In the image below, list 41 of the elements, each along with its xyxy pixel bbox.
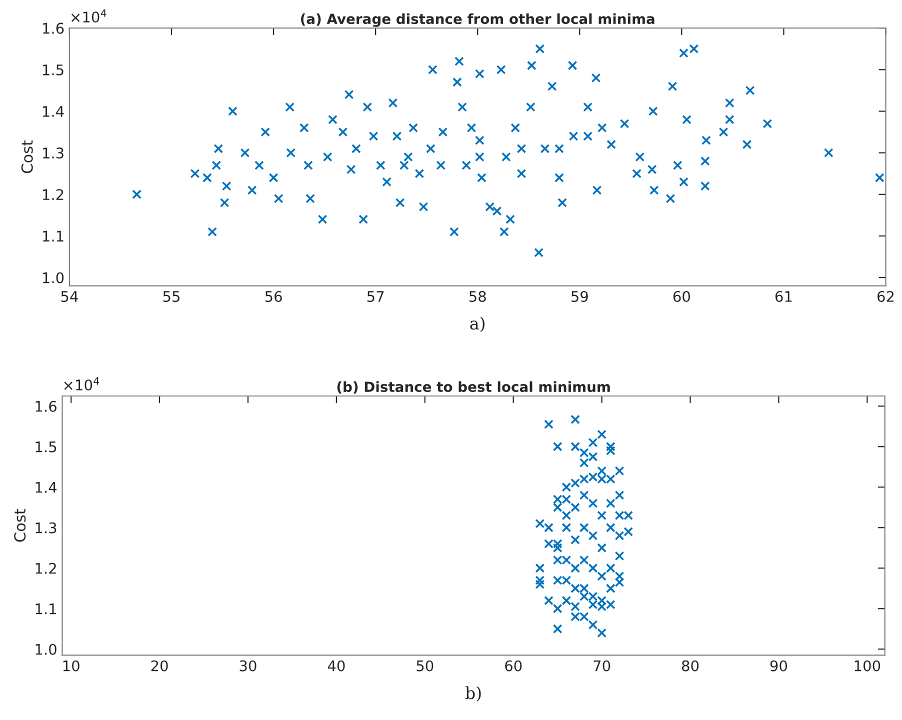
x-tick-label: 57 — [367, 291, 384, 302]
text: ×10$^{4}$ — [64, 377, 100, 390]
y-tick-label: 1.5 — [43, 64, 64, 76]
y-tick-label: 1.0 — [36, 644, 56, 655]
x-tick-label: 56 — [265, 290, 282, 302]
y-tick-label: 1.4 — [36, 482, 57, 493]
y-tick-label: 1.2 — [36, 562, 56, 574]
y-tick-label: 1.3 — [36, 522, 56, 534]
x-tick-label: 30 — [240, 660, 256, 672]
y-tick-label: 1.4 — [43, 106, 64, 117]
y-tick-label: 1.6 — [36, 400, 56, 412]
y-tick-label: 1.6 — [43, 22, 64, 34]
x-tick-label: 40 — [328, 660, 345, 672]
x-tick-label: 10 — [63, 660, 80, 672]
y-tick-label: 1.1 — [36, 604, 56, 614]
x-tick-label: 80 — [682, 660, 699, 672]
x-tick-label: 50 — [416, 660, 434, 672]
text: b) — [465, 686, 481, 702]
y-tick-label: 1.0 — [43, 272, 64, 284]
y-tick-label: 1.2 — [43, 189, 64, 200]
y-axis-title: Cost — [14, 508, 26, 542]
x-tick-label: 59 — [571, 290, 588, 302]
x-tick-label: 54 — [61, 291, 78, 302]
y-tick-label: 1.3 — [43, 148, 64, 159]
x-tick-label: 70 — [594, 660, 610, 672]
y-tick-label: 1.1 — [43, 230, 64, 242]
y-tick-label: 1.5 — [36, 442, 56, 452]
x-tick-label: 20 — [151, 660, 168, 672]
x-tick-label: 62 — [878, 290, 894, 302]
chart-title: (a) Average distance from other local minima — [301, 13, 654, 27]
x-tick-label: 60 — [505, 660, 522, 672]
x-tick-label: 55 — [163, 291, 180, 302]
text: a) — [470, 316, 485, 332]
x-tick-label: 90 — [770, 660, 788, 672]
y-axis-title: Cost — [21, 140, 33, 174]
x-tick-label: 60 — [673, 290, 690, 302]
x-tick-label: 58 — [469, 290, 486, 302]
chart-title: (b) Distance to best local minimum — [337, 381, 610, 394]
x-tick-label: 100 — [854, 660, 880, 672]
x-tick-label: 61 — [775, 290, 792, 302]
text: ×10$^{4}$ — [71, 9, 106, 23]
